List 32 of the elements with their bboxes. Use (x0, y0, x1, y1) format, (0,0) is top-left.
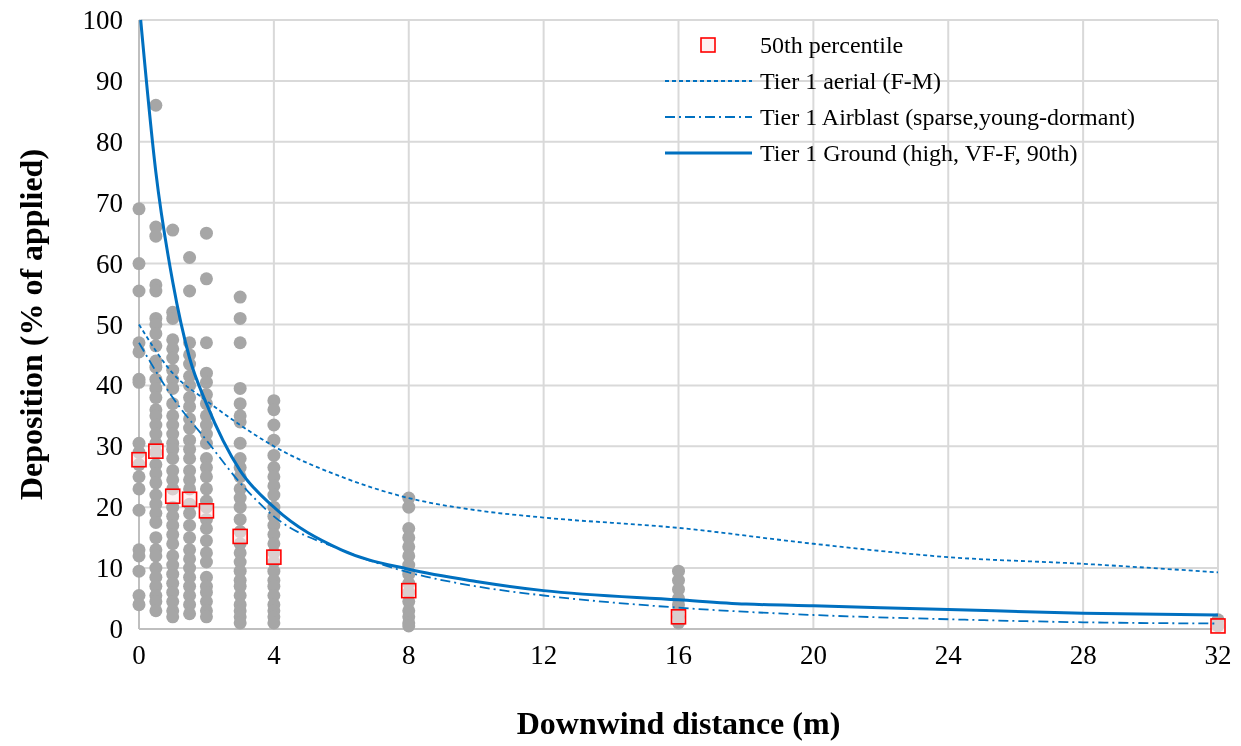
x-tick-label: 4 (267, 640, 282, 670)
x-tick-label: 32 (1204, 640, 1232, 670)
x-tick-label: 0 (132, 640, 146, 670)
legend-label: 50th percentile (760, 32, 904, 58)
y-tick-label: 0 (109, 614, 123, 644)
x-tick-label: 20 (799, 640, 827, 670)
y-tick-label: 80 (96, 126, 123, 157)
x-tick-label: 24 (934, 640, 963, 670)
y-tick-label: 90 (96, 65, 123, 96)
x-tick-label: 8 (402, 640, 416, 670)
legend-label: Tier 1 Ground (high, VF-F, 90th) (760, 140, 1078, 166)
point (181, 491, 198, 508)
legend-label: Tier 1 aerial (F-M) (760, 68, 942, 94)
point (131, 451, 147, 468)
y-tick-label: 60 (96, 248, 123, 279)
x-tick-label: 16 (665, 640, 692, 670)
point (198, 503, 215, 519)
y-tick-label: 70 (96, 187, 123, 218)
point (266, 549, 282, 565)
x-axis-title: Downwind distance (m) (516, 705, 841, 741)
x-tick-label: 12 (530, 640, 558, 670)
y-tick-label: 30 (96, 431, 123, 462)
legend-label: Tier 1 Airblast (sparse,young-dormant) (760, 104, 1136, 130)
y-tick-label: 50 (96, 309, 123, 340)
y-axis-title: Deposition (% of applied) (13, 148, 49, 501)
point (164, 488, 181, 505)
y-tick-label: 100 (82, 5, 123, 35)
y-tick-label: 10 (96, 553, 123, 584)
y-tick-label: 20 (96, 492, 123, 523)
y-tick-label: 40 (96, 370, 123, 401)
x-tick-label: 28 (1069, 640, 1097, 670)
point (232, 528, 248, 545)
